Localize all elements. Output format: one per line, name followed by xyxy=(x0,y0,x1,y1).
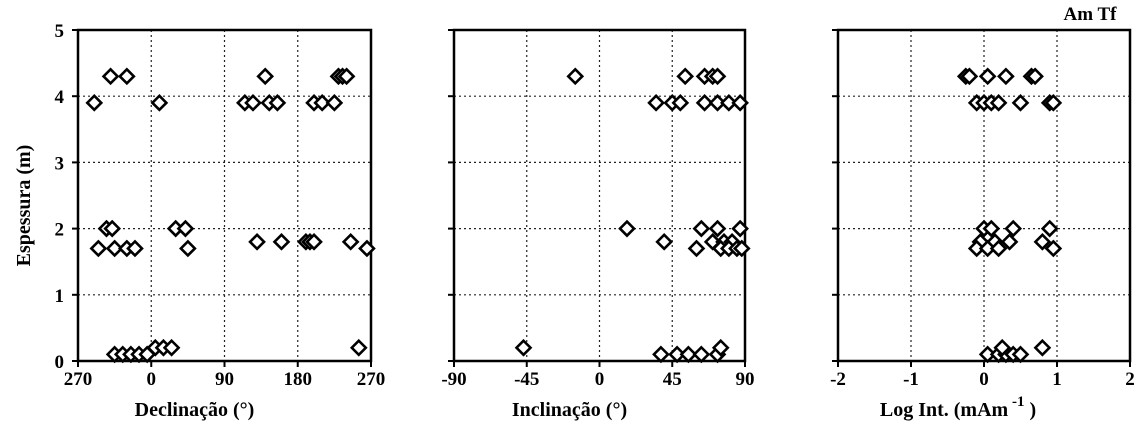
data-point xyxy=(1044,239,1063,258)
x-tick-label: 0 xyxy=(595,369,605,390)
data-point xyxy=(325,93,344,112)
x-tick-label: 45 xyxy=(663,369,682,390)
data-point xyxy=(514,338,533,357)
data-point xyxy=(256,67,275,86)
x-tick-label: 0 xyxy=(979,369,989,390)
data-point xyxy=(162,338,181,357)
data-point xyxy=(618,219,636,238)
data-point xyxy=(1033,233,1052,251)
x-tick-label: -90 xyxy=(441,369,466,390)
data-point xyxy=(692,345,711,364)
data-point xyxy=(687,239,706,258)
panel-3: -2 -1 0 1 2 Log Int. (mAm -1 ) xyxy=(830,28,1135,421)
data-point xyxy=(1000,233,1019,251)
y-tick-label: 5 xyxy=(55,21,65,42)
data-point xyxy=(268,93,287,112)
data-point xyxy=(1011,345,1030,364)
data-point xyxy=(711,338,730,357)
x-axis-label: Log Int. (mAm -1 ) xyxy=(880,394,1036,421)
x-tick-label: 180 xyxy=(284,369,313,390)
y-tick-label: 0 xyxy=(55,352,65,373)
y-tick-label: 3 xyxy=(55,153,65,174)
figure-annotation: Am Tf xyxy=(1064,4,1118,25)
panel-2: -90 -45 0 45 90 Inclinação (°) xyxy=(441,28,755,421)
x-axis-label-end: ) xyxy=(1024,399,1036,421)
x-tick-label: -45 xyxy=(514,369,539,390)
data-point xyxy=(679,345,698,364)
y-axis-label: Espessura (m) xyxy=(13,145,35,267)
x-tick-label: 90 xyxy=(736,369,755,390)
data-point xyxy=(719,93,738,112)
x-axis-label-superscript: -1 xyxy=(1008,394,1024,410)
data-point xyxy=(731,93,749,112)
data-point xyxy=(179,239,197,258)
data-point xyxy=(272,233,291,251)
y-tick-label: 1 xyxy=(55,286,65,307)
data-point xyxy=(708,67,727,86)
data-point xyxy=(85,93,104,112)
y-tick-label: 4 xyxy=(55,87,65,108)
x-axis-label: Inclinação (°) xyxy=(512,399,627,421)
data-point xyxy=(126,239,144,258)
data-point xyxy=(978,67,997,86)
data-point xyxy=(668,345,686,364)
data-point xyxy=(708,93,727,112)
data-point xyxy=(349,338,368,357)
data-point xyxy=(305,233,323,251)
data-point xyxy=(337,67,356,86)
x-tick-label: 270 xyxy=(357,369,386,390)
data-point xyxy=(1026,67,1044,86)
data-point xyxy=(1004,219,1023,238)
x-tick-label: 1 xyxy=(1052,369,1062,390)
data-point xyxy=(993,338,1012,357)
data-point xyxy=(997,67,1015,86)
data-point xyxy=(652,345,670,364)
data-point xyxy=(358,239,376,258)
data-point xyxy=(1011,93,1030,112)
y-tick-label: 2 xyxy=(55,220,65,241)
data-point xyxy=(248,233,266,251)
data-point xyxy=(89,239,108,258)
data-point xyxy=(655,233,674,251)
data-point xyxy=(676,67,695,86)
data-point xyxy=(989,93,1008,112)
data-point xyxy=(671,93,690,112)
data-point xyxy=(1044,93,1063,112)
data-point xyxy=(731,219,749,238)
data-point xyxy=(1040,219,1059,238)
data-point xyxy=(1033,338,1052,357)
data-point xyxy=(708,219,727,238)
data-point xyxy=(960,67,979,86)
x-tick-label: 90 xyxy=(215,369,234,390)
data-point xyxy=(692,219,711,238)
data-point xyxy=(989,239,1008,258)
x-tick-label: 270 xyxy=(64,369,93,390)
x-tick-label: 2 xyxy=(1125,369,1135,390)
data-point xyxy=(150,93,169,112)
data-point xyxy=(244,93,262,112)
x-tick-label: -1 xyxy=(903,369,919,390)
data-point xyxy=(105,239,124,258)
x-tick-label: -2 xyxy=(830,369,846,390)
x-tick-label: 0 xyxy=(147,369,157,390)
data-point xyxy=(313,93,332,112)
data-point xyxy=(982,219,1001,238)
data-point xyxy=(647,93,665,112)
data-point xyxy=(566,67,585,86)
x-axis-label: Declinação (°) xyxy=(135,399,255,421)
data-point xyxy=(732,239,751,258)
data-point xyxy=(101,67,120,86)
data-point xyxy=(103,219,122,238)
data-point xyxy=(695,93,714,112)
data-point xyxy=(176,219,195,238)
data-point xyxy=(341,233,360,251)
data-point xyxy=(117,67,136,86)
